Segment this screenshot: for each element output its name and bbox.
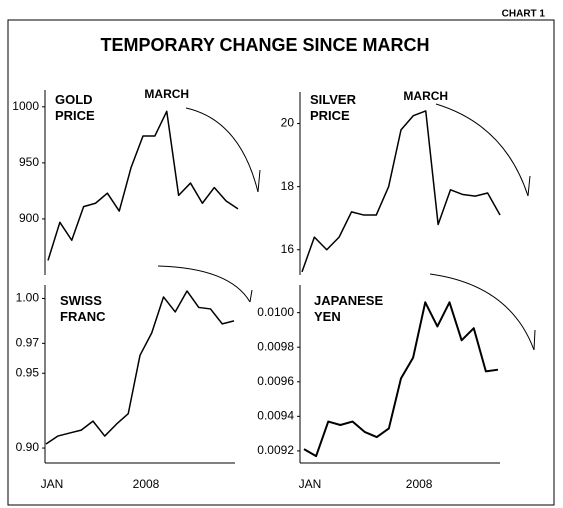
annotation: MARCH (144, 87, 189, 101)
x-tick-label: JAN (299, 477, 322, 491)
arrow-head (257, 169, 261, 193)
line (47, 110, 239, 261)
arrow-head (527, 175, 531, 197)
y-tick-label: 0.0098 (257, 339, 294, 353)
arrow-head (249, 289, 253, 303)
arrow (157, 265, 251, 303)
y-tick-label: 950 (19, 155, 39, 169)
x-tick-label: 2008 (406, 477, 433, 491)
line (303, 301, 499, 458)
annotation: MARCH (403, 89, 448, 103)
panel-title: SILVER PRICE (310, 92, 356, 123)
y-tick-label: 20 (281, 116, 295, 130)
y-tick-label: 1.00 (16, 291, 40, 305)
arrows (157, 103, 536, 351)
panel-title: SWISS FRANC (60, 293, 106, 324)
x-tick-label: 2008 (133, 477, 160, 491)
y-tick-label: 900 (19, 211, 39, 225)
y-tick-label: 0.0100 (257, 305, 294, 319)
y-tick-label: 18 (281, 179, 295, 193)
arrow-head (533, 329, 536, 351)
chart-title: TEMPORARY CHANGE SINCE MARCH (100, 35, 429, 55)
y-tick-label: 0.90 (16, 440, 40, 454)
chart-label: CHART 1 (502, 9, 546, 20)
arrow (435, 103, 529, 197)
panel-title: GOLD PRICE (55, 92, 95, 123)
arrow (185, 107, 259, 193)
x-tick-label: JAN (41, 477, 64, 491)
line (301, 110, 501, 273)
y-tick-label: 1000 (12, 99, 39, 113)
arrow (429, 273, 535, 351)
frame (7, 19, 555, 506)
y-tick-label: 16 (281, 242, 295, 256)
y-tick-label: 0.0096 (257, 374, 294, 388)
panel-title: JAPANESE YEN (314, 293, 384, 324)
line (45, 290, 235, 445)
y-tick-label: 0.95 (16, 365, 40, 379)
y-tick-label: 0.0094 (257, 409, 294, 423)
y-tick-label: 0.0092 (257, 443, 294, 457)
y-tick-label: 0.97 (16, 336, 40, 350)
